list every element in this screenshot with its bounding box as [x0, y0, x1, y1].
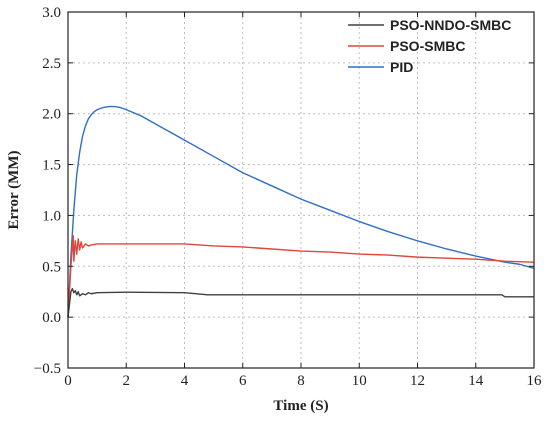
x-tick-label: 6	[239, 373, 247, 389]
y-tick-label: −0.5	[34, 361, 61, 377]
series-line-pso-smbc	[67, 235, 535, 318]
plot-frame	[67, 11, 535, 369]
x-tick-label: 12	[410, 373, 425, 389]
x-tick-label: 14	[468, 373, 484, 389]
x-tick-label: 16	[527, 373, 543, 389]
y-axis-label: Error (MM)	[6, 151, 22, 230]
x-tick-label: 8	[297, 373, 305, 389]
y-tick-label: 1.5	[42, 158, 61, 174]
y-tick-label: 0.5	[42, 259, 61, 275]
y-tick-label: 2.5	[42, 56, 61, 72]
grid-lines	[68, 12, 534, 368]
x-axis-label: Time (S)	[273, 398, 328, 414]
legend-label: PID	[390, 59, 413, 75]
legend: PSO-NNDO-SMBC PSO-SMBC PID	[348, 17, 511, 75]
legend-label: PSO-NNDO-SMBC	[390, 17, 511, 33]
series-line-pso-nndo-smbc	[67, 287, 534, 318]
y-tick-label: 2.0	[42, 107, 61, 123]
y-tick-label: 0.0	[42, 310, 61, 326]
y-tick-label: 3.0	[42, 5, 61, 21]
x-tick-label: 10	[352, 373, 367, 389]
x-tick-label: 4	[181, 373, 189, 389]
series-layer	[67, 105, 535, 318]
x-tick-label: 0	[64, 373, 72, 389]
x-tick-label: 2	[123, 373, 131, 389]
axis-ticks: 0 2 4 6 8 10 12 14 16 3.0 2.5 2.0 1.5 1.0 0.5 0.0 −0.5	[34, 5, 542, 389]
legend-label: PSO-SMBC	[390, 38, 465, 54]
y-tick-label: 1.0	[42, 208, 61, 224]
series-line-pid	[67, 105, 535, 318]
